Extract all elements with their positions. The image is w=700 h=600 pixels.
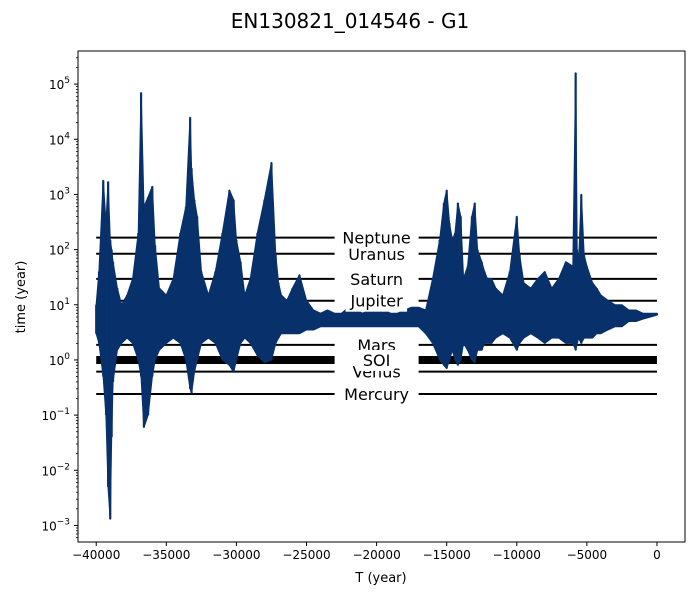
y-tick-power: 2 (64, 242, 70, 252)
y-tick-base: 10 (49, 354, 64, 368)
x-tick-label: −10000 (493, 548, 541, 562)
y-tick-power: −1 (57, 407, 70, 417)
reference-label-box (346, 268, 407, 290)
y-tick-label: 102 (49, 242, 70, 258)
y-tick-power: 3 (64, 186, 70, 196)
plot-area: MercuryVenusMarsJupiterSaturnUranusNeptu… (95, 72, 659, 520)
reference-label-box (344, 243, 409, 265)
y-tick-label: 100 (49, 352, 70, 368)
x-tick-label: −5000 (567, 548, 608, 562)
y-tick-label: 10−1 (41, 407, 70, 423)
y-tick-label: 103 (49, 186, 70, 202)
y-tick-power: 0 (64, 352, 70, 362)
reference-line-label: Uranus (348, 245, 405, 264)
reference-line-label: Mercury (344, 385, 409, 404)
reference-line-label: Jupiter (350, 292, 404, 311)
x-tick-label: −40000 (72, 548, 120, 562)
y-tick-power: −2 (57, 462, 70, 472)
y-tick-power: 4 (64, 131, 70, 141)
y-tick-base: 10 (41, 409, 56, 423)
y-tick-base: 10 (41, 519, 56, 533)
y-tick-base: 10 (49, 133, 64, 147)
y-tick-label: 105 (49, 76, 70, 92)
x-axis: −40000 −35000 −30000 −25000 −20000 −15000 −100… (72, 542, 661, 562)
reference-line-label: Neptune (342, 229, 410, 248)
y-tick-label: 104 (49, 131, 70, 147)
y-tick-power: 1 (64, 297, 70, 307)
y-tick-base: 10 (49, 299, 64, 313)
y-tick-base: 10 (49, 244, 64, 258)
x-tick-label: −20000 (352, 548, 400, 562)
x-tick-label: −15000 (423, 548, 471, 562)
y-tick-label: 10−3 (41, 517, 70, 533)
x-axis-label: T (year) (354, 571, 406, 586)
x-tick-label: −30000 (212, 548, 260, 562)
y-tick-base: 10 (49, 188, 64, 202)
y-axis-label: time (year) (14, 261, 29, 334)
y-tick-base: 10 (41, 464, 56, 478)
y-tick-base: 10 (49, 78, 64, 92)
y-tick-power: 5 (64, 76, 70, 86)
plot-frame (77, 50, 686, 543)
chart-title: EN130821_014546 - G1 (231, 9, 469, 33)
reference-label-box (340, 384, 414, 406)
y-tick-label: 101 (49, 297, 70, 313)
x-tick-label: −35000 (142, 548, 190, 562)
reference-label-box (345, 290, 408, 312)
reference-label-box (338, 227, 415, 249)
reference-label-box (358, 349, 395, 371)
x-tick-label: 0 (653, 548, 661, 562)
y-tick-label: 10−2 (41, 462, 70, 478)
reference-line-label: Saturn (350, 270, 403, 289)
y-tick-power: −3 (57, 517, 70, 527)
x-tick-label: −25000 (282, 548, 330, 562)
reference-line-label: SOI (363, 351, 390, 370)
